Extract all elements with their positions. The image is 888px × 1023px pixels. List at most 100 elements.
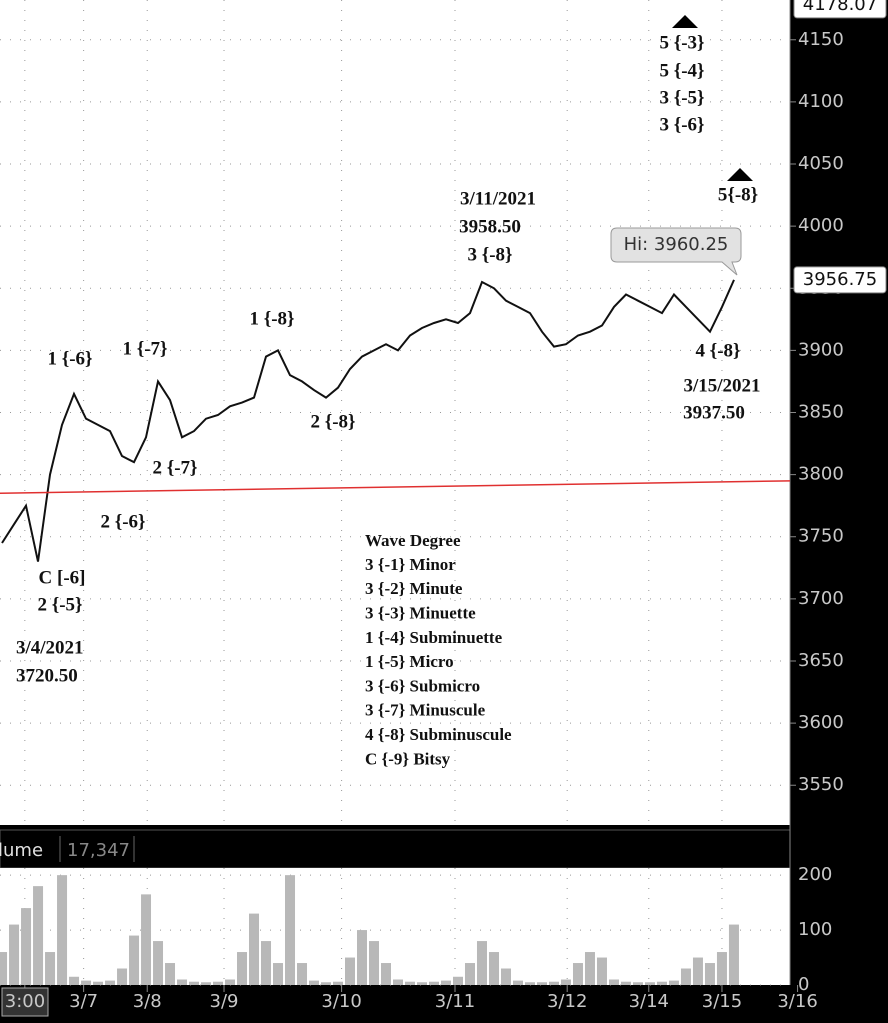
high-label: Hi: 3960.25: [624, 234, 729, 255]
legend-item: 1 {-5} Micro: [365, 652, 454, 671]
y-tick-label: 3800: [798, 464, 844, 485]
x-tick-label: 3/11: [435, 991, 475, 1012]
volume-bar: [81, 980, 92, 985]
volume-bar: [321, 982, 332, 985]
volume-bar: [309, 980, 320, 985]
wave-annotation: 3 {-6}: [659, 114, 704, 135]
wave-annotation: 1 {-7}: [122, 338, 167, 359]
volume-bar: [153, 941, 164, 985]
wave-annotation: 3958.50: [459, 216, 521, 237]
high-bubble: [610, 227, 742, 276]
volume-bar: [261, 941, 272, 985]
y-tick-label: 3750: [798, 526, 844, 547]
x-tick-label: 3/16: [777, 991, 817, 1012]
trend-line: [0, 480, 791, 495]
volume-bar: [608, 979, 619, 985]
volume-header: [0, 829, 791, 869]
wave-annotation: 2 {-6}: [100, 511, 145, 532]
volume-bar: [656, 981, 667, 985]
x-tick-label: 3:00: [5, 991, 45, 1012]
volume-bar: [536, 982, 547, 985]
volume-bar: [704, 963, 715, 985]
x-tick-label: 3/14: [629, 991, 669, 1012]
volume-title: lume: [0, 840, 43, 861]
volume-bar: [285, 875, 296, 985]
x-tick-label: 3/15: [702, 991, 742, 1012]
volume-bar: [644, 982, 655, 985]
wave-annotation: 2 {-8}: [310, 411, 355, 432]
volume-bar: [333, 981, 344, 985]
y-tick-label: 100: [798, 919, 832, 940]
volume-bar: [189, 981, 200, 985]
volume-bar: [237, 952, 248, 985]
wave-annotation: 3 {-8}: [467, 244, 512, 265]
volume-bar: [512, 980, 523, 985]
legend-title: Wave Degree: [365, 531, 461, 550]
volume-bar: [416, 982, 427, 985]
volume-bar: [201, 982, 212, 985]
wave-annotation: 3/15/2021: [683, 375, 760, 396]
volume-bar: [572, 963, 583, 985]
y-tick-label: 3650: [798, 650, 844, 671]
volume-bar: [273, 963, 284, 985]
volume-bar: [213, 981, 224, 985]
volume-bar: [404, 981, 415, 985]
volume-bar: [93, 981, 104, 985]
volume-bar: [141, 894, 152, 985]
wave-annotation: 3/4/2021: [16, 637, 84, 658]
price-line: [1, 279, 735, 562]
legend-item: C {-9} Bitsy: [365, 749, 451, 768]
volume-panel: [0, 868, 790, 985]
wave-annotation: 5 {-3}: [659, 32, 704, 53]
y-tick-label: 4050: [798, 153, 844, 174]
volume-bar: [357, 930, 368, 985]
volume-bar: [45, 952, 56, 985]
legend-item: 3 {-7} Minuscule: [365, 701, 486, 720]
volume-bar: [440, 980, 451, 985]
volume-bar: [452, 976, 463, 985]
wave-annotation: 5 {-4}: [659, 60, 704, 81]
x-tick-label: 3/12: [547, 991, 587, 1012]
volume-bar: [680, 968, 691, 985]
volume-bar: [177, 979, 188, 985]
volume-bar: [297, 963, 308, 985]
wave-annotation: 5{-8}: [718, 184, 758, 205]
wave-annotation: C [-6]: [39, 567, 86, 588]
volume-value: 17,347: [67, 840, 130, 861]
wave-annotation: 1 {-8}: [249, 308, 294, 329]
wave-annotation: 2 {-7}: [152, 457, 197, 478]
volume-bar: [692, 957, 703, 985]
volume-bar: [69, 976, 80, 985]
price-marker-box: [793, 0, 887, 19]
volume-bar: [225, 979, 236, 985]
price-panel: [0, 0, 790, 825]
volume-bar: [345, 957, 356, 985]
y-tick-label: 200: [798, 864, 832, 885]
volume-bar: [392, 979, 403, 985]
volume-bar: [57, 875, 68, 985]
volume-bar: [105, 980, 116, 985]
volume-bar: [728, 924, 739, 985]
volume-bar: [584, 952, 595, 985]
legend-item: 3 {-3} Minuette: [365, 604, 476, 623]
legend-item: 3 {-1} Minor: [365, 555, 456, 574]
volume-bar: [33, 886, 44, 985]
target-triangle: [672, 15, 698, 28]
y-tick-label: 4100: [798, 91, 844, 112]
wave-annotation: 3937.50: [683, 402, 745, 423]
y-tick-label: 4000: [798, 215, 844, 236]
legend-item: 4 {-8} Subminuscule: [365, 725, 512, 744]
volume-bar: [464, 963, 475, 985]
volume-bar: [632, 982, 643, 985]
volume-bar: [668, 980, 679, 985]
x-tick-label: 3/10: [321, 991, 361, 1012]
x-tick-label: 3/8: [133, 991, 162, 1012]
volume-bar: [620, 981, 631, 985]
volume-bar: [716, 952, 727, 985]
y-tick-label: 3850: [798, 402, 844, 423]
volume-bar: [596, 957, 607, 985]
volume-bar: [524, 982, 535, 985]
y-tick-label: 4150: [798, 29, 844, 50]
volume-bar: [249, 913, 260, 985]
